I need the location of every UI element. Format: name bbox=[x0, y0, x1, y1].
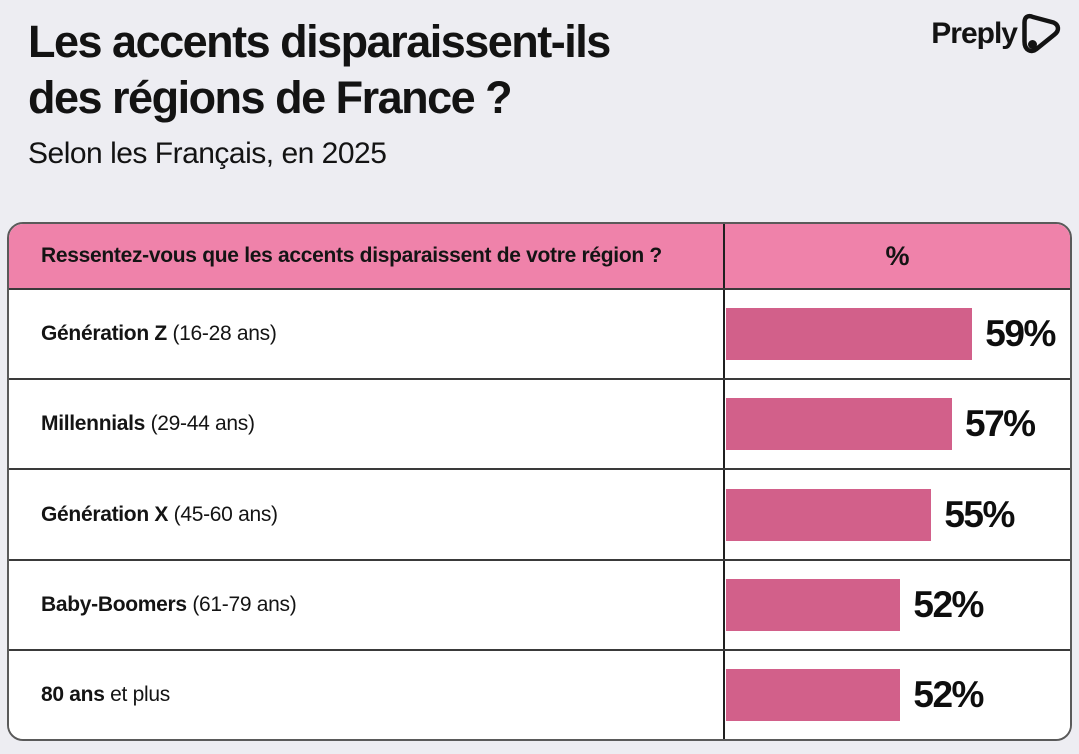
row-label-group: Millennials bbox=[41, 412, 146, 436]
row-label-group: 80 ans bbox=[41, 682, 105, 706]
percentage-bar bbox=[726, 308, 973, 361]
table-row: Baby-Boomers (61-79 ans) 52% bbox=[9, 560, 1070, 651]
brand-logo: Preply bbox=[931, 12, 1061, 56]
page-title-line1: Les accents disparaissent-ils bbox=[28, 16, 611, 67]
row-label-detail: (45-60 ans) bbox=[168, 502, 278, 526]
row-label-detail: (16-28 ans) bbox=[166, 322, 277, 346]
bar-value-label: 57% bbox=[965, 403, 1036, 445]
table-body: Génération Z (16-28 ans) 59% Millennials… bbox=[9, 290, 1070, 739]
row-label-cell: Génération X (45-60 ans) bbox=[9, 470, 723, 558]
row-label-detail: (61-79 ans) bbox=[186, 592, 297, 616]
row-label-detail: (29-44 ans) bbox=[145, 412, 255, 436]
percentage-bar bbox=[726, 488, 932, 541]
bar-value-label: 59% bbox=[985, 313, 1056, 355]
results-table: Ressentez-vous que les accents disparais… bbox=[7, 222, 1072, 741]
bar-value-label: 55% bbox=[944, 493, 1015, 535]
row-label-group: Génération X bbox=[41, 502, 169, 526]
question-header-cell: Ressentez-vous que les accents disparais… bbox=[41, 244, 662, 267]
row-label-group: Baby-Boomers bbox=[41, 592, 187, 616]
bar-value-label: 52% bbox=[913, 673, 984, 715]
row-label-cell: 80 ans et plus bbox=[9, 651, 723, 739]
row-label-detail: et plus bbox=[104, 682, 170, 706]
row-bar-cell: 57% bbox=[723, 380, 1070, 469]
page-title: Les accents disparaissent-ils des région… bbox=[28, 14, 1061, 127]
table-row: Génération X (45-60 ans) 55% bbox=[9, 470, 1070, 561]
page-title-line2: des régions de France ? bbox=[28, 72, 513, 124]
page-subtitle: Selon les Français, en 2025 bbox=[28, 136, 387, 170]
table-header-row: Ressentez-vous que les accents disparais… bbox=[9, 224, 1070, 290]
percentage-bar bbox=[726, 668, 901, 721]
percentage-bar bbox=[726, 398, 952, 451]
row-bar-cell: 59% bbox=[723, 290, 1070, 379]
row-bar-cell: 52% bbox=[723, 560, 1070, 649]
preply-logo-icon bbox=[1022, 13, 1061, 54]
page-header: Les accents disparaissent-ils des région… bbox=[28, 14, 1061, 171]
row-label-cell: Génération Z (16-28 ans) bbox=[9, 290, 723, 378]
percentage-bar bbox=[726, 578, 901, 631]
row-label-cell: Millennials (29-44 ans) bbox=[9, 380, 723, 468]
table-row: Génération Z (16-28 ans) 59% bbox=[9, 290, 1070, 381]
row-label-group: Génération Z bbox=[41, 322, 167, 346]
percent-header-cell: % bbox=[723, 224, 1070, 288]
brand-name: Preply bbox=[931, 17, 1018, 50]
bar-value-label: 52% bbox=[913, 583, 984, 625]
table-row: 80 ans et plus 52% bbox=[9, 650, 1070, 739]
table-row: Millennials (29-44 ans) 57% bbox=[9, 380, 1070, 471]
row-bar-cell: 52% bbox=[723, 650, 1070, 739]
row-label-cell: Baby-Boomers (61-79 ans) bbox=[9, 561, 723, 649]
row-bar-cell: 55% bbox=[723, 470, 1070, 559]
